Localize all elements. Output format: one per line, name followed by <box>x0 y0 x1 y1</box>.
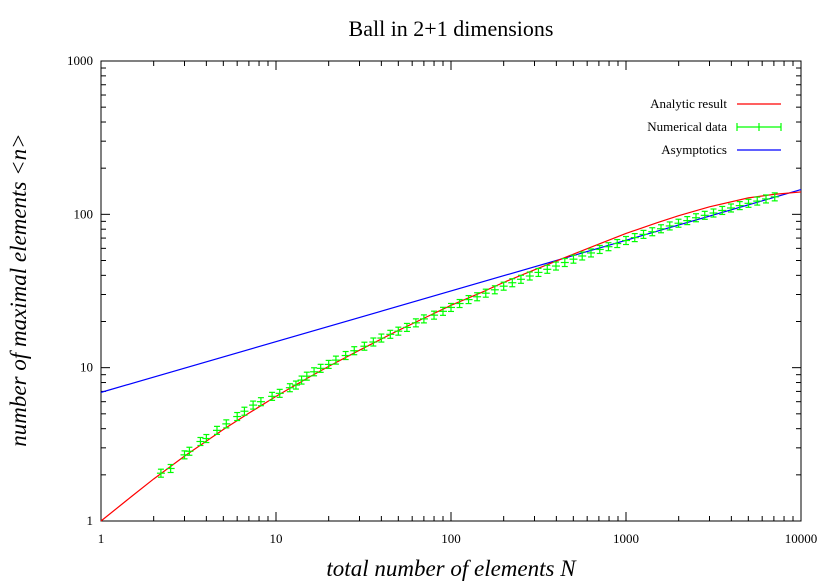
data-point <box>324 359 333 370</box>
data-point <box>419 314 428 324</box>
data-point <box>341 350 350 361</box>
data-point <box>578 251 587 261</box>
y-tick-label: 10 <box>80 360 93 375</box>
data-point <box>275 388 284 398</box>
x-tick-label: 1000 <box>613 531 639 546</box>
data-point <box>648 227 657 237</box>
data-point <box>543 264 552 274</box>
y-tick-label: 1 <box>87 513 94 528</box>
data-point <box>166 463 175 474</box>
data-point <box>473 292 482 302</box>
x-tick-label: 1 <box>98 531 105 546</box>
data-point <box>508 278 517 288</box>
data-point <box>268 391 277 401</box>
data-point <box>595 244 604 255</box>
data-point <box>331 355 340 365</box>
data-point <box>744 198 753 208</box>
data-point <box>291 380 300 390</box>
data-point <box>377 333 386 343</box>
data-point <box>302 371 311 381</box>
analytic-result-line <box>100 191 802 522</box>
data-point <box>604 242 613 252</box>
x-tick-label: 10000 <box>785 531 818 546</box>
data-point <box>185 446 194 456</box>
data-point <box>700 210 709 220</box>
data-point <box>430 310 439 320</box>
data-point <box>310 367 319 377</box>
data-point <box>551 261 560 271</box>
data-point <box>587 248 596 258</box>
y-tick-label: 1000 <box>67 53 93 68</box>
data-point <box>753 196 762 206</box>
x-axis-label: total number of elements N <box>326 556 577 581</box>
data-point <box>249 400 258 410</box>
data-point <box>386 329 395 339</box>
data-point <box>455 298 464 309</box>
asymptotics-line <box>100 189 802 393</box>
data-point <box>256 397 265 407</box>
data-point <box>464 294 473 305</box>
y-tick-label: 100 <box>74 206 94 221</box>
data-point <box>657 224 666 234</box>
data-point <box>411 318 420 328</box>
data-point <box>202 433 211 444</box>
legend-label-analytic-result: Analytic result <box>650 96 727 111</box>
data-point <box>630 233 639 243</box>
data-point <box>490 285 499 295</box>
data-point <box>762 194 771 204</box>
data-point <box>481 288 490 298</box>
legend-label-asymptotics: Asymptotics <box>661 142 727 157</box>
data-point <box>212 425 221 435</box>
data-point <box>196 436 205 447</box>
y-axis-label: number of maximal elements <n> <box>6 133 31 446</box>
data-point <box>447 302 455 313</box>
data-point <box>692 213 701 223</box>
data-point <box>233 411 242 422</box>
data-point <box>516 274 525 284</box>
x-tick-label: 10 <box>270 531 283 546</box>
data-point <box>735 201 744 211</box>
data-point <box>350 346 359 356</box>
data-point <box>438 306 447 316</box>
data-point <box>369 337 378 347</box>
data-point <box>560 257 569 268</box>
chart-title: Ball in 2+1 dimensions <box>349 16 554 41</box>
data-point <box>285 383 294 393</box>
data-point <box>674 218 683 228</box>
data-point <box>665 221 674 231</box>
data-point <box>240 406 249 416</box>
x-tick-label: 100 <box>441 531 461 546</box>
legend-label-numerical-data: Numerical data <box>647 119 727 134</box>
legend: Analytic result Numerical data Asymptotics <box>647 96 782 157</box>
data-point <box>639 229 648 239</box>
data-point <box>156 468 165 478</box>
data-point <box>360 341 369 351</box>
data-point <box>316 363 325 373</box>
data-point <box>770 192 779 202</box>
data-point <box>525 271 534 281</box>
data-point <box>718 205 727 216</box>
data-point <box>534 267 543 278</box>
plot-area: 1 10 100 1000 10000 1 10 100 1000 <box>67 53 817 546</box>
data-point <box>394 326 403 336</box>
data-point <box>726 203 735 213</box>
data-point <box>569 254 578 264</box>
data-point <box>622 235 630 246</box>
data-point <box>402 322 411 333</box>
data-point <box>499 281 508 291</box>
data-point <box>709 208 718 218</box>
data-point <box>222 419 231 429</box>
data-point <box>683 216 692 226</box>
data-point <box>613 238 622 249</box>
